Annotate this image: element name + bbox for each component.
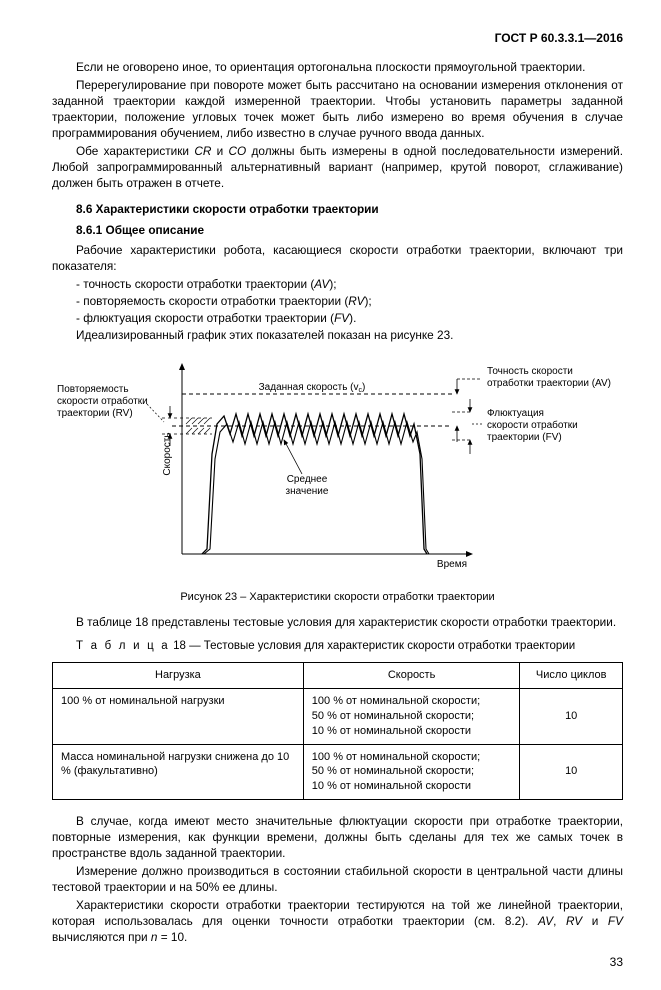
th-speed: Скорость	[303, 663, 520, 689]
li-fv-a: - флюктуация скорости отработки траектор…	[76, 311, 334, 325]
li-rv-c: );	[364, 294, 371, 308]
figure-23-svg: Скорость Время Заданная скорость (vc) Ср…	[52, 354, 612, 584]
fig-mean-1: Среднее	[287, 474, 328, 485]
para-3-text: Обе характеристики	[76, 144, 194, 158]
para-1: Если не оговорено иное, то ориентация ор…	[52, 60, 623, 76]
ap3-g: вычисляются при	[52, 930, 151, 944]
ap3-e: и	[582, 914, 608, 928]
td-load-2: Масса номинальной нагрузки снижена до 10…	[53, 744, 304, 800]
table-row: Масса номинальной нагрузки снижена до 10…	[53, 744, 623, 800]
list-item-fv: - флюктуация скорости отработки траектор…	[52, 311, 623, 327]
fig-rv-2: скорости отработки	[57, 395, 148, 407]
after-p3: Характеристики скорости отработки траект…	[52, 898, 623, 946]
td-cycles-1: 10	[520, 689, 623, 745]
li-rv-a: - повторяемость скорости отработки траек…	[76, 294, 348, 308]
figure-23: Скорость Время Заданная скорость (vc) Ср…	[52, 354, 623, 584]
list-item-av: - точность скорости отработки траектории…	[52, 277, 623, 293]
li-av-b: AV	[314, 277, 329, 291]
page-number: 33	[52, 954, 623, 970]
para-3-text2: и	[211, 144, 228, 158]
fig-rv-1: Повторяемость	[57, 384, 129, 395]
fig-fv-3: траектории (FV)	[487, 432, 562, 443]
ap3-f: FV	[608, 914, 623, 928]
th-load: Нагрузка	[53, 663, 304, 689]
td-speed-2: 100 % от номинальной скорости; 50 % от н…	[303, 744, 520, 800]
fig-rv-3: траектории (RV)	[57, 408, 133, 419]
ap3-c: ,	[553, 914, 566, 928]
table-18-caption: Т а б л и ц а 18 — Тестовые условия для …	[52, 639, 623, 655]
table-intro: В таблице 18 представлены тестовые услов…	[52, 615, 623, 631]
td-load-1: 100 % от номинальной нагрузки	[53, 689, 304, 745]
para-2: Перерегулирование при повороте может быт…	[52, 78, 623, 142]
table-caption-text: 18 — Тестовые условия для характеристик …	[170, 640, 575, 652]
ap3-i: = 10.	[157, 930, 187, 944]
th-cycles: Число циклов	[520, 663, 623, 689]
after-p1: В случае, когда имеют место значительные…	[52, 814, 623, 862]
section-8-6-1-title: 8.6.1 Общее описание	[52, 223, 623, 239]
fig-fv-1: Флюктуация	[487, 408, 544, 419]
li-fv-b: FV	[334, 311, 349, 325]
figure-23-caption: Рисунок 23 – Характеристики скорости отр…	[52, 590, 623, 605]
svg-text:Скорость: Скорость	[162, 432, 173, 475]
section-8-6-1-post: Идеализированный график этих показателей…	[52, 328, 623, 344]
after-p2: Измерение должно производиться в состоян…	[52, 864, 623, 896]
li-fv-c: ).	[349, 311, 356, 325]
para-3-co: CO	[229, 144, 247, 158]
section-8-6-1-lead: Рабочие характеристики робота, касающиес…	[52, 243, 623, 275]
fig-y-axis-label: Скорость	[162, 432, 173, 475]
list-item-rv: - повторяемость скорости отработки траек…	[52, 294, 623, 310]
table-caption-prefix: Т а б л и ц а	[76, 640, 170, 652]
table-row: 100 % от номинальной нагрузки 100 % от н…	[53, 689, 623, 745]
section-8-6-title: 8.6 Характеристики скорости отработки тр…	[52, 202, 623, 218]
ap3-d: RV	[566, 914, 582, 928]
para-3-cr: CR	[194, 144, 211, 158]
td-speed-1: 100 % от номинальной скорости; 50 % от н…	[303, 689, 520, 745]
fig-av-1: Точность скорости	[487, 366, 573, 377]
li-av-a: - точность скорости отработки траектории…	[76, 277, 314, 291]
fig-mean-2: значение	[286, 486, 329, 497]
fig-x-axis-label: Время	[437, 559, 467, 570]
table-row-header: Нагрузка Скорость Число циклов	[53, 663, 623, 689]
table-18: Нагрузка Скорость Число циклов 100 % от …	[52, 662, 623, 800]
fig-av-2: отработки траектории (AV)	[487, 377, 611, 389]
li-av-c: );	[329, 277, 336, 291]
para-3: Обе характеристики CR и CO должны быть и…	[52, 144, 623, 192]
li-rv-b: RV	[348, 294, 364, 308]
page-header-code: ГОСТ Р 60.3.3.1—2016	[52, 30, 623, 46]
td-cycles-2: 10	[520, 744, 623, 800]
fig-fv-2: скорости отработки	[487, 419, 578, 431]
fig-cmd-speed: Заданная скорость (vc)	[259, 382, 366, 394]
ap3-b: AV	[538, 914, 553, 928]
